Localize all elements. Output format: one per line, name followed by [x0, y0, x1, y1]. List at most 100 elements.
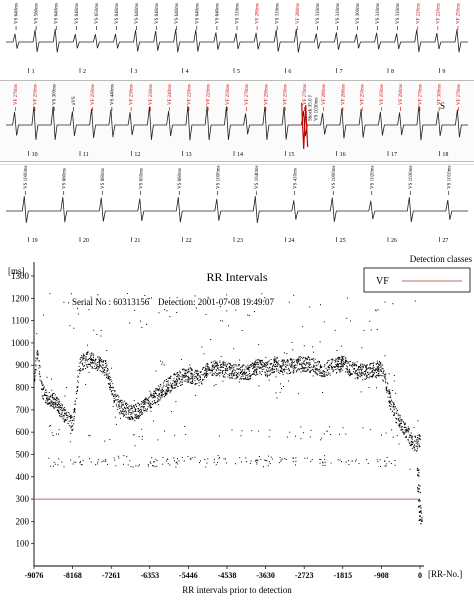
rr-point	[312, 367, 314, 368]
rr-point	[267, 363, 269, 365]
rr-point	[288, 380, 289, 382]
rr-point	[407, 430, 409, 432]
rr-point	[222, 361, 224, 363]
rr-point	[211, 374, 213, 376]
rr-point	[335, 358, 337, 360]
rr-point	[301, 362, 303, 364]
rr-point	[389, 401, 391, 403]
rr-point	[57, 404, 58, 406]
rr-point	[98, 363, 100, 365]
rr-point	[137, 465, 139, 467]
rr-point	[102, 368, 104, 370]
rr-point	[219, 456, 221, 458]
egm-beat-number: 18	[442, 152, 448, 158]
egm-marker-label: VS 1030ms	[409, 165, 414, 189]
rr-point	[126, 406, 128, 408]
rr-point	[99, 360, 100, 362]
rr-point	[281, 370, 283, 372]
rr-point	[230, 374, 232, 376]
rr-point	[351, 460, 353, 462]
rr-point	[345, 433, 347, 435]
rr-point	[305, 370, 307, 372]
rr-point	[227, 374, 229, 376]
rr-point	[141, 410, 142, 412]
rr-point	[279, 365, 281, 367]
rr-point	[149, 406, 151, 408]
rr-point	[337, 366, 338, 367]
rr-point	[369, 320, 371, 322]
rr-point	[158, 404, 160, 406]
rr-point	[303, 360, 305, 362]
rr-point	[63, 415, 65, 417]
rr-point	[91, 361, 93, 363]
rr-point	[342, 356, 344, 358]
rr-point	[284, 458, 286, 460]
rr-point	[73, 418, 75, 420]
rr-point	[111, 387, 112, 389]
rr-point	[413, 449, 415, 451]
rr-point	[134, 408, 136, 410]
rr-point	[336, 372, 337, 374]
rr-point	[319, 341, 321, 343]
rr-point	[393, 414, 394, 416]
rr-point	[63, 415, 65, 416]
rr-point	[419, 446, 421, 448]
rr-point	[130, 416, 132, 418]
rr-point	[111, 391, 112, 393]
rr-point	[150, 462, 152, 464]
rr-point	[216, 363, 218, 365]
rr-point	[254, 460, 256, 462]
rr-point	[229, 373, 231, 375]
rr-point	[105, 362, 107, 364]
rr-point	[311, 359, 313, 361]
rr-point	[171, 386, 173, 388]
egm-marker-label: VS 1000ms	[332, 165, 337, 189]
rr-point	[154, 392, 156, 394]
rr-point	[418, 435, 420, 436]
rr-point	[80, 360, 82, 362]
rr-point	[341, 360, 343, 362]
rr-point	[207, 458, 209, 460]
rr-point	[365, 365, 367, 367]
rr-point	[355, 364, 357, 366]
rr-point	[389, 393, 391, 394]
rr-point	[144, 398, 146, 400]
rr-point	[156, 389, 158, 391]
rr-point	[396, 435, 398, 437]
rr-point	[207, 296, 209, 298]
rr-point	[372, 367, 373, 369]
rr-point	[158, 312, 160, 314]
rr-point	[261, 364, 263, 366]
rr-point	[144, 399, 146, 401]
rr-point	[167, 380, 169, 382]
rr-point	[277, 361, 279, 363]
rr-point	[233, 366, 235, 368]
rr-point	[358, 366, 359, 368]
rr-point	[361, 373, 363, 375]
rr-point	[377, 370, 379, 372]
rr-point	[203, 367, 205, 369]
rr-point	[164, 393, 166, 395]
rr-point	[306, 362, 308, 364]
rr-point	[185, 375, 187, 377]
rr-point	[393, 380, 395, 382]
rr-point	[391, 390, 393, 391]
rr-point	[377, 375, 379, 377]
rr-point	[342, 363, 344, 365]
rr-point	[189, 371, 191, 373]
rr-point	[162, 361, 164, 363]
rr-point	[231, 366, 233, 368]
rr-point	[219, 375, 221, 377]
rr-point	[323, 374, 325, 376]
rr-point	[337, 357, 339, 359]
rr-point	[267, 376, 268, 378]
rr-point	[247, 366, 249, 368]
rr-point	[329, 372, 331, 374]
rr-point	[261, 367, 263, 369]
egm-marker-label: VS 310ms	[276, 3, 281, 24]
rr-point	[256, 374, 258, 376]
rr-point	[172, 383, 174, 384]
rr-point	[239, 378, 241, 380]
rr-point	[322, 465, 324, 466]
rr-point	[353, 369, 355, 370]
